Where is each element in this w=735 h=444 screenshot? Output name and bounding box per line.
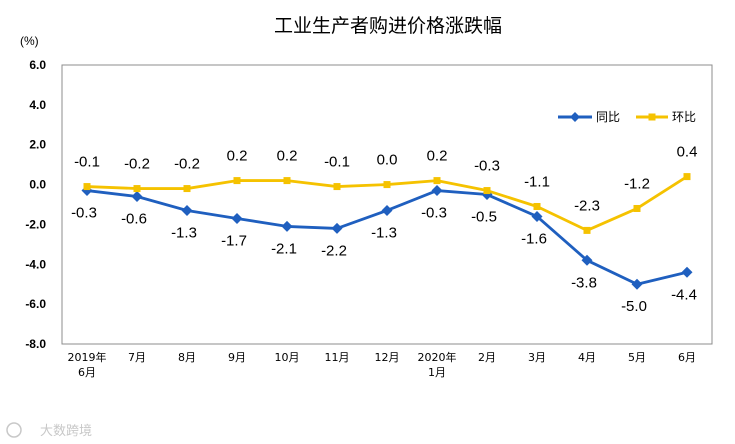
y-tick-label: -2.0 [25, 217, 46, 231]
data-point-mom [633, 204, 641, 212]
data-point-mom [283, 177, 291, 185]
x-tick-label: 5月 [628, 351, 646, 364]
watermark: 大数跨境 [6, 422, 92, 439]
plot-area [61, 64, 713, 345]
data-label-yoy: -4.4 [671, 286, 697, 303]
data-point-mom [333, 183, 341, 191]
y-axis: 6.0 4.0 2.0 0.0 -2.0 -4.0 -6.0 -8.0 [25, 58, 46, 351]
legend-label-yoy: 同比 [596, 110, 620, 124]
data-label-yoy: -2.2 [321, 242, 347, 259]
data-label-yoy: -5.0 [621, 298, 647, 315]
data-point-yoy [531, 210, 543, 222]
data-label-yoy: -2.1 [271, 240, 297, 257]
data-label-yoy: -0.6 [121, 211, 147, 228]
data-point-mom [83, 183, 91, 191]
data-point-yoy [331, 222, 343, 234]
data-label-mom: -0.1 [324, 154, 350, 171]
series-lines [81, 173, 693, 290]
data-point-mom [233, 177, 241, 185]
data-point-mom [183, 185, 191, 193]
legend-marker-yoy [570, 112, 580, 122]
data-label-yoy: -1.6 [521, 230, 547, 247]
x-axis: 2019年 6月 7月 8月 9月 10月 11月 12月 2020年 1月 2月 3月 4月 5月 6月 [68, 350, 697, 379]
y-tick-label: -4.0 [25, 257, 46, 271]
x-tick-label: 6月 [78, 366, 96, 379]
x-tick-label: 4月 [578, 351, 596, 364]
x-tick-label: 7月 [128, 351, 146, 364]
chart-title: 工业生产者购进价格涨跌幅 [274, 15, 502, 37]
data-label-yoy: -3.8 [571, 274, 597, 291]
y-tick-label: -6.0 [25, 297, 46, 311]
data-label-mom: -0.2 [124, 156, 150, 173]
data-label-yoy: -0.3 [71, 205, 97, 222]
x-tick-label: 9月 [228, 351, 246, 364]
legend-marker-mom [648, 113, 656, 121]
x-tick-label: 11月 [325, 351, 350, 364]
x-tick-label: 12月 [375, 351, 400, 364]
data-label-yoy: -1.3 [171, 224, 197, 241]
y-tick-label: 4.0 [29, 98, 46, 112]
data-label-mom: -1.2 [624, 175, 650, 192]
y-tick-label: 2.0 [29, 138, 46, 152]
data-label-mom: 0.2 [227, 148, 248, 165]
data-label-yoy: -1.7 [221, 232, 247, 249]
data-point-yoy [631, 278, 643, 290]
logo-icon [6, 422, 22, 438]
data-point-yoy [131, 191, 143, 203]
data-label-mom: -0.2 [174, 156, 200, 173]
data-label-yoy: -0.3 [421, 205, 447, 222]
legend-label-mom: 环比 [672, 110, 696, 124]
x-tick-label: 2月 [478, 351, 496, 364]
x-tick-label: 6月 [678, 351, 696, 364]
data-point-mom [383, 181, 391, 189]
data-point-mom [483, 187, 491, 195]
x-tick-label: 10月 [275, 351, 300, 364]
data-point-mom [583, 226, 591, 234]
watermark-text: 大数跨境 [40, 424, 92, 439]
data-label-mom: -0.1 [74, 154, 100, 171]
y-axis-unit: (%) [20, 34, 39, 48]
data-label-mom: -0.3 [474, 158, 500, 175]
data-label-yoy: -1.3 [371, 224, 397, 241]
x-tick-label: 8月 [178, 351, 196, 364]
data-point-mom [433, 177, 441, 185]
x-tick-label: 3月 [528, 351, 546, 364]
y-tick-label: 0.0 [29, 178, 46, 192]
y-tick-label: 6.0 [29, 58, 46, 72]
data-point-yoy [281, 220, 293, 232]
y-tick-label: -8.0 [25, 337, 46, 351]
data-point-mom [133, 185, 141, 193]
data-label-mom: 0.0 [377, 152, 398, 169]
data-point-yoy [381, 204, 393, 216]
x-tick-label: 1月 [428, 366, 446, 379]
data-point-mom [683, 173, 691, 181]
data-labels: -0.3 -0.6 -1.3 -1.7 -2.1 -2.2 -1.3 -0.3 -0.5 -1.6… [71, 144, 697, 316]
data-label-mom: 0.2 [277, 148, 298, 165]
x-tick-label: 2020年 [418, 350, 457, 364]
data-label-yoy: -0.5 [471, 209, 497, 226]
data-point-mom [533, 202, 541, 210]
legend: 同比 环比 [558, 110, 696, 124]
data-label-mom: 0.2 [427, 148, 448, 165]
data-label-mom: -2.3 [574, 197, 600, 214]
data-label-mom: 0.4 [677, 144, 698, 161]
data-point-yoy [181, 204, 193, 216]
data-point-yoy [681, 266, 693, 278]
x-tick-label: 2019年 [68, 350, 107, 364]
data-point-yoy [231, 212, 243, 224]
data-point-yoy [431, 185, 443, 197]
data-label-mom: -1.1 [524, 173, 550, 190]
data-point-yoy [581, 254, 593, 266]
